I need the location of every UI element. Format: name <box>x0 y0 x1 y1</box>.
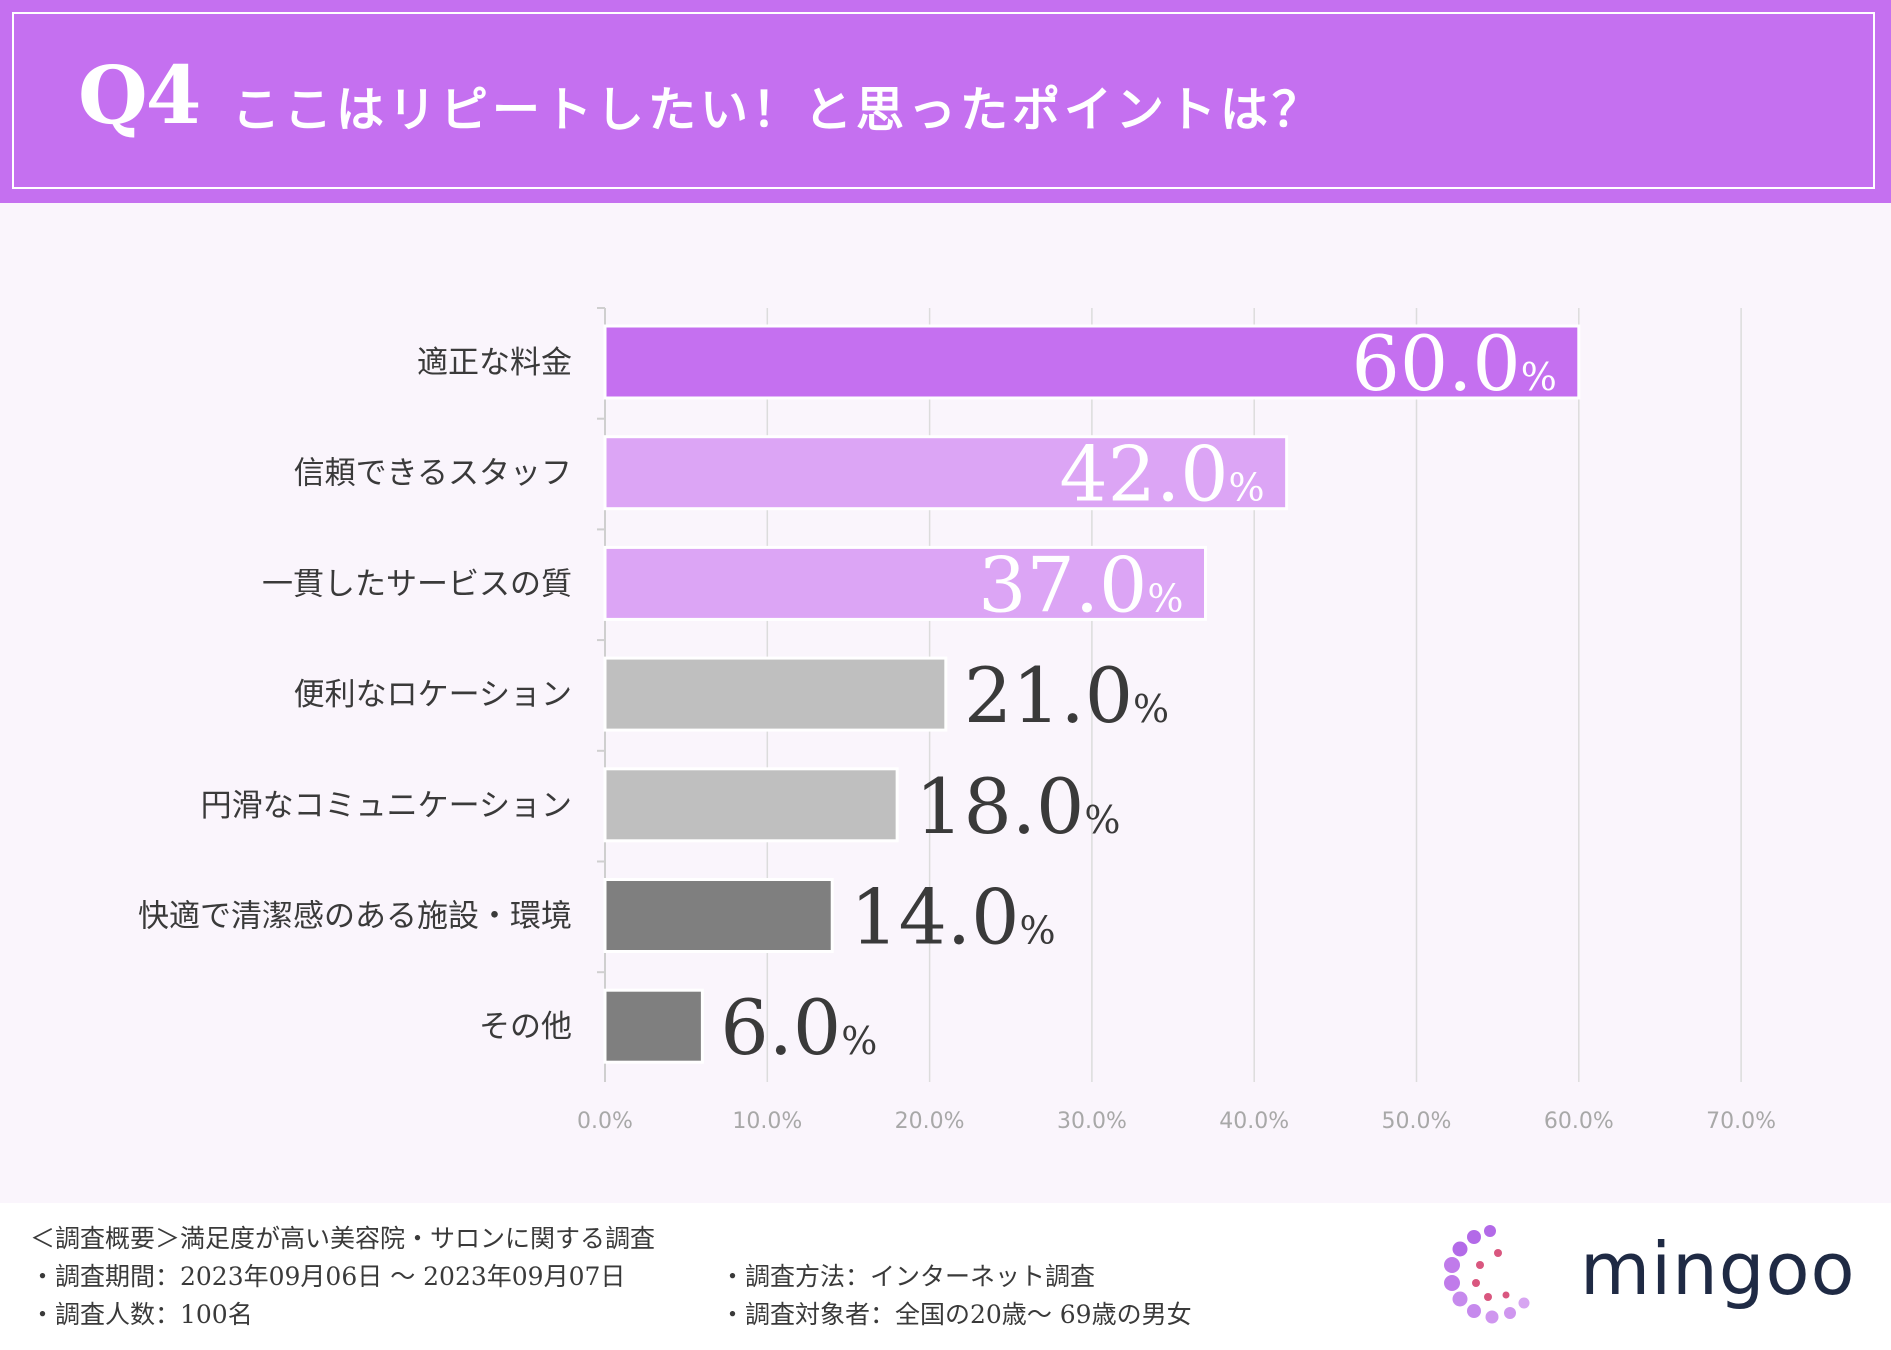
survey-period: ・調査期間：2023年09月06日 ～ 2023年09月07日 <box>30 1262 626 1291</box>
data-label: 37.0% <box>978 540 1183 629</box>
category-label: 快適で清潔感のある施設・環境 <box>138 899 572 935</box>
bar <box>603 324 1581 400</box>
survey-method: ・調査方法：インターネット調査 <box>720 1262 1096 1291</box>
bar <box>603 878 834 953</box>
question-title: ここはリピートしたい！と思ったポイントは？ <box>232 82 1325 138</box>
bar <box>603 656 948 732</box>
header-banner: Q4 ここはリピートしたい！と思ったポイントは？ <box>0 0 1891 203</box>
category-label: その他 <box>479 1009 572 1045</box>
x-tick-label: 60.0% <box>1544 1109 1614 1134</box>
data-label: 14.0% <box>850 873 1055 962</box>
brand-name: mingoo <box>1580 1227 1856 1311</box>
survey-summary-right: ・調査方法：インターネット調査 ・調査対象者：全国の20歳～ 69歳の男女 <box>720 1258 1192 1334</box>
header-frame <box>12 12 1875 189</box>
data-label: 42.0% <box>1059 430 1264 519</box>
bar <box>603 545 1208 621</box>
survey-overview: ＜調査概要＞満足度が高い美容院・サロンに関する調査 <box>30 1224 656 1253</box>
mingoo-logo-icon <box>1444 1225 1530 1324</box>
x-tick-label: 0.0% <box>577 1109 633 1134</box>
category-label: 適正な料金 <box>417 345 572 381</box>
x-tick-label: 10.0% <box>732 1109 802 1134</box>
category-label: 便利なロケーション <box>294 677 572 713</box>
survey-target: ・調査対象者：全国の20歳～ 69歳の男女 <box>720 1300 1192 1329</box>
category-label: 信頼できるスタッフ <box>294 456 572 492</box>
bar <box>603 988 704 1064</box>
data-label: 60.0% <box>1351 319 1556 408</box>
data-label: 6.0% <box>720 983 877 1072</box>
x-tick-label: 40.0% <box>1219 1109 1289 1134</box>
category-label: 円滑なコミュニケーション <box>201 788 572 824</box>
bar <box>603 767 899 843</box>
x-tick-label: 70.0% <box>1706 1109 1776 1134</box>
brand-logo: mingoo <box>1400 1205 1891 1350</box>
bar-chart: 0.0% 10.0% 20.0% 30.0% 40.0% 50.0% 60.0% 70.0% 適… <box>138 307 1776 1134</box>
data-label: 21.0% <box>964 651 1169 740</box>
data-label: 18.0% <box>915 762 1120 851</box>
question-number: Q4 <box>78 48 201 142</box>
x-tick-label: 50.0% <box>1382 1109 1452 1134</box>
x-tick-label: 20.0% <box>895 1109 965 1134</box>
x-tick-label: 30.0% <box>1057 1109 1127 1134</box>
survey-summary: ＜調査概要＞満足度が高い美容院・サロンに関する調査 ・調査期間：2023年09月… <box>30 1220 655 1334</box>
category-label: 一貫したサービスの質 <box>262 566 572 602</box>
survey-count: ・調査人数：100名 <box>30 1300 253 1329</box>
bar <box>603 435 1289 511</box>
